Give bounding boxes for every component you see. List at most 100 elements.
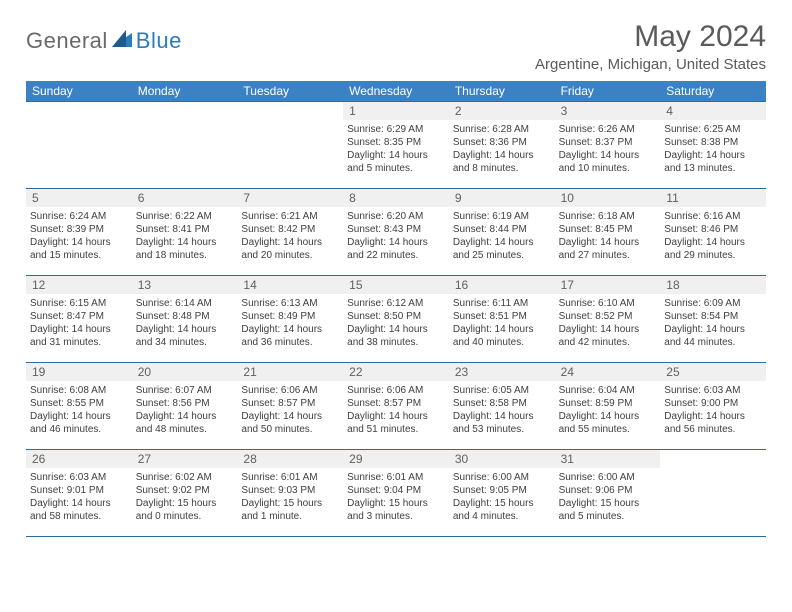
- daylight-text: Daylight: 14 hours and 36 minutes.: [241, 323, 339, 349]
- logo-text-blue: Blue: [136, 28, 182, 54]
- daylight-text: Daylight: 15 hours and 3 minutes.: [347, 497, 445, 523]
- daylight-text: Daylight: 15 hours and 0 minutes.: [136, 497, 234, 523]
- day-details: Sunrise: 6:13 AMSunset: 8:49 PMDaylight:…: [241, 297, 339, 349]
- day-cell: [660, 450, 766, 536]
- day-header: Thursday: [449, 81, 555, 101]
- day-number: 9: [449, 189, 555, 207]
- day-cell: 31Sunrise: 6:00 AMSunset: 9:06 PMDayligh…: [555, 450, 661, 536]
- day-cell: 10Sunrise: 6:18 AMSunset: 8:45 PMDayligh…: [555, 189, 661, 275]
- day-details: Sunrise: 6:21 AMSunset: 8:42 PMDaylight:…: [241, 210, 339, 262]
- sunrise-text: Sunrise: 6:12 AM: [347, 297, 445, 310]
- day-details: Sunrise: 6:05 AMSunset: 8:58 PMDaylight:…: [453, 384, 551, 436]
- day-details: Sunrise: 6:04 AMSunset: 8:59 PMDaylight:…: [559, 384, 657, 436]
- week-row: 12Sunrise: 6:15 AMSunset: 8:47 PMDayligh…: [26, 275, 766, 362]
- sunset-text: Sunset: 9:05 PM: [453, 484, 551, 497]
- day-details: Sunrise: 6:18 AMSunset: 8:45 PMDaylight:…: [559, 210, 657, 262]
- daylight-text: Daylight: 14 hours and 20 minutes.: [241, 236, 339, 262]
- sunset-text: Sunset: 8:36 PM: [453, 136, 551, 149]
- page-header: General Blue May 2024 Argentine, Michiga…: [26, 20, 766, 73]
- sunset-text: Sunset: 8:57 PM: [347, 397, 445, 410]
- day-cell: 29Sunrise: 6:01 AMSunset: 9:04 PMDayligh…: [343, 450, 449, 536]
- sunset-text: Sunset: 9:02 PM: [136, 484, 234, 497]
- daylight-text: Daylight: 14 hours and 58 minutes.: [30, 497, 128, 523]
- day-details: Sunrise: 6:25 AMSunset: 8:38 PMDaylight:…: [664, 123, 762, 175]
- logo: General Blue: [26, 20, 182, 54]
- sunrise-text: Sunrise: 6:21 AM: [241, 210, 339, 223]
- day-cell: 17Sunrise: 6:10 AMSunset: 8:52 PMDayligh…: [555, 276, 661, 362]
- sunset-text: Sunset: 8:46 PM: [664, 223, 762, 236]
- sunset-text: Sunset: 8:35 PM: [347, 136, 445, 149]
- daylight-text: Daylight: 14 hours and 18 minutes.: [136, 236, 234, 262]
- day-cell: 13Sunrise: 6:14 AMSunset: 8:48 PMDayligh…: [132, 276, 238, 362]
- daylight-text: Daylight: 14 hours and 10 minutes.: [559, 149, 657, 175]
- sunset-text: Sunset: 8:54 PM: [664, 310, 762, 323]
- day-number: 29: [343, 450, 449, 468]
- sunrise-text: Sunrise: 6:22 AM: [136, 210, 234, 223]
- day-number: 14: [237, 276, 343, 294]
- sunset-text: Sunset: 8:42 PM: [241, 223, 339, 236]
- sunset-text: Sunset: 8:45 PM: [559, 223, 657, 236]
- day-details: Sunrise: 6:26 AMSunset: 8:37 PMDaylight:…: [559, 123, 657, 175]
- day-cell: 24Sunrise: 6:04 AMSunset: 8:59 PMDayligh…: [555, 363, 661, 449]
- week-row: 5Sunrise: 6:24 AMSunset: 8:39 PMDaylight…: [26, 188, 766, 275]
- day-details: Sunrise: 6:16 AMSunset: 8:46 PMDaylight:…: [664, 210, 762, 262]
- day-number: [132, 102, 238, 120]
- sunrise-text: Sunrise: 6:13 AM: [241, 297, 339, 310]
- sunrise-text: Sunrise: 6:06 AM: [347, 384, 445, 397]
- day-details: Sunrise: 6:24 AMSunset: 8:39 PMDaylight:…: [30, 210, 128, 262]
- day-number: 4: [660, 102, 766, 120]
- day-number: 8: [343, 189, 449, 207]
- daylight-text: Daylight: 14 hours and 50 minutes.: [241, 410, 339, 436]
- sunset-text: Sunset: 8:47 PM: [30, 310, 128, 323]
- day-header: Friday: [555, 81, 661, 101]
- day-number: 16: [449, 276, 555, 294]
- sunrise-text: Sunrise: 6:00 AM: [559, 471, 657, 484]
- day-cell: 19Sunrise: 6:08 AMSunset: 8:55 PMDayligh…: [26, 363, 132, 449]
- sunset-text: Sunset: 8:58 PM: [453, 397, 551, 410]
- sunrise-text: Sunrise: 6:01 AM: [241, 471, 339, 484]
- day-header-row: SundayMondayTuesdayWednesdayThursdayFrid…: [26, 81, 766, 101]
- day-details: Sunrise: 6:28 AMSunset: 8:36 PMDaylight:…: [453, 123, 551, 175]
- day-number: 23: [449, 363, 555, 381]
- sunrise-text: Sunrise: 6:03 AM: [664, 384, 762, 397]
- day-number: 30: [449, 450, 555, 468]
- day-number: 6: [132, 189, 238, 207]
- daylight-text: Daylight: 15 hours and 1 minute.: [241, 497, 339, 523]
- day-cell: 22Sunrise: 6:06 AMSunset: 8:57 PMDayligh…: [343, 363, 449, 449]
- sunset-text: Sunset: 8:37 PM: [559, 136, 657, 149]
- daylight-text: Daylight: 14 hours and 25 minutes.: [453, 236, 551, 262]
- sunset-text: Sunset: 9:04 PM: [347, 484, 445, 497]
- sunrise-text: Sunrise: 6:05 AM: [453, 384, 551, 397]
- sunset-text: Sunset: 8:51 PM: [453, 310, 551, 323]
- day-details: Sunrise: 6:12 AMSunset: 8:50 PMDaylight:…: [347, 297, 445, 349]
- calendar-page: General Blue May 2024 Argentine, Michiga…: [0, 0, 792, 537]
- day-cell: 1Sunrise: 6:29 AMSunset: 8:35 PMDaylight…: [343, 102, 449, 188]
- sunset-text: Sunset: 9:03 PM: [241, 484, 339, 497]
- day-cell: 16Sunrise: 6:11 AMSunset: 8:51 PMDayligh…: [449, 276, 555, 362]
- day-details: Sunrise: 6:01 AMSunset: 9:03 PMDaylight:…: [241, 471, 339, 523]
- sunrise-text: Sunrise: 6:09 AM: [664, 297, 762, 310]
- day-details: Sunrise: 6:02 AMSunset: 9:02 PMDaylight:…: [136, 471, 234, 523]
- sunset-text: Sunset: 8:44 PM: [453, 223, 551, 236]
- day-number: 20: [132, 363, 238, 381]
- sunset-text: Sunset: 9:00 PM: [664, 397, 762, 410]
- sunrise-text: Sunrise: 6:00 AM: [453, 471, 551, 484]
- day-number: 31: [555, 450, 661, 468]
- daylight-text: Daylight: 14 hours and 34 minutes.: [136, 323, 234, 349]
- day-cell: [26, 102, 132, 188]
- month-title: May 2024: [535, 20, 766, 54]
- sunset-text: Sunset: 8:48 PM: [136, 310, 234, 323]
- sunrise-text: Sunrise: 6:06 AM: [241, 384, 339, 397]
- day-details: Sunrise: 6:20 AMSunset: 8:43 PMDaylight:…: [347, 210, 445, 262]
- daylight-text: Daylight: 14 hours and 55 minutes.: [559, 410, 657, 436]
- sunrise-text: Sunrise: 6:19 AM: [453, 210, 551, 223]
- week-row: 26Sunrise: 6:03 AMSunset: 9:01 PMDayligh…: [26, 449, 766, 537]
- day-cell: 5Sunrise: 6:24 AMSunset: 8:39 PMDaylight…: [26, 189, 132, 275]
- sunrise-text: Sunrise: 6:14 AM: [136, 297, 234, 310]
- day-details: Sunrise: 6:06 AMSunset: 8:57 PMDaylight:…: [347, 384, 445, 436]
- sunrise-text: Sunrise: 6:16 AM: [664, 210, 762, 223]
- sunset-text: Sunset: 8:49 PM: [241, 310, 339, 323]
- sunset-text: Sunset: 8:50 PM: [347, 310, 445, 323]
- day-details: Sunrise: 6:22 AMSunset: 8:41 PMDaylight:…: [136, 210, 234, 262]
- daylight-text: Daylight: 14 hours and 53 minutes.: [453, 410, 551, 436]
